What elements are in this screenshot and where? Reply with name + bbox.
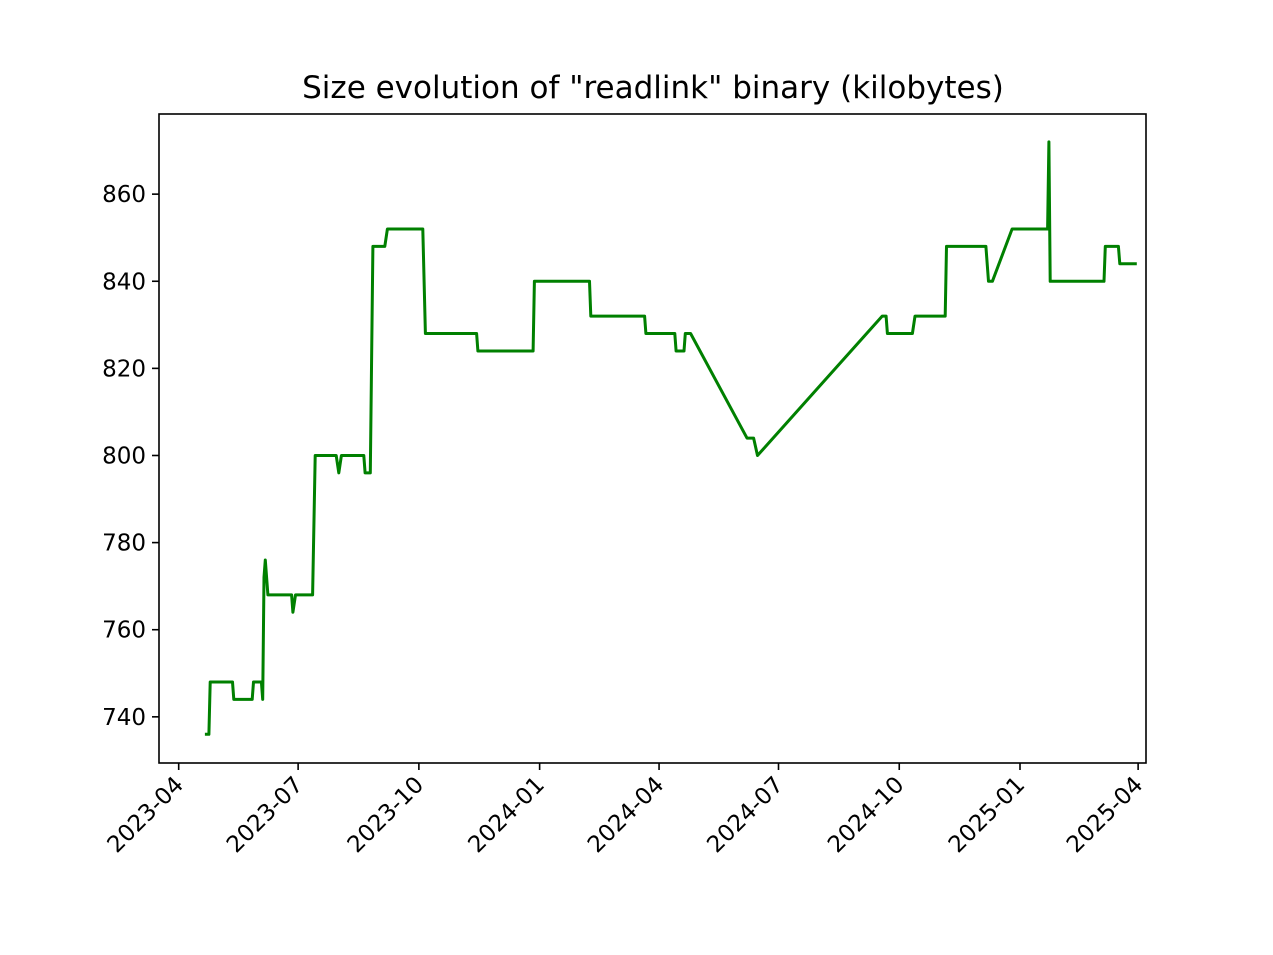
y-tick-label: 760 [102, 618, 146, 644]
y-tick-label: 740 [102, 705, 146, 731]
y-tick-label: 800 [102, 443, 146, 469]
chart-title: Size evolution of "readlink" binary (kil… [302, 70, 1004, 106]
x-tick-label: 2025-01 [944, 772, 1030, 858]
x-tick-label: 2024-10 [823, 772, 909, 858]
y-tick-label: 860 [102, 182, 146, 208]
x-tick-label: 2024-01 [464, 772, 550, 858]
series-line [204, 140, 1137, 736]
plot-background [159, 114, 1146, 763]
x-tick-label: 2023-07 [222, 772, 308, 858]
x-tick-label: 2024-07 [702, 772, 788, 858]
series-layer [204, 140, 1137, 736]
x-tick-label: 2024-04 [583, 772, 669, 858]
y-tick-label: 840 [102, 269, 146, 295]
y-tick-label: 820 [102, 356, 146, 382]
x-tick-label: 2023-04 [103, 772, 189, 858]
y-tick-label: 780 [102, 531, 146, 557]
x-tick-label: 2025-04 [1062, 772, 1148, 858]
axes-frame [158, 113, 1147, 764]
plot-area [159, 114, 1146, 763]
x-tick-label: 2023-10 [343, 772, 429, 858]
